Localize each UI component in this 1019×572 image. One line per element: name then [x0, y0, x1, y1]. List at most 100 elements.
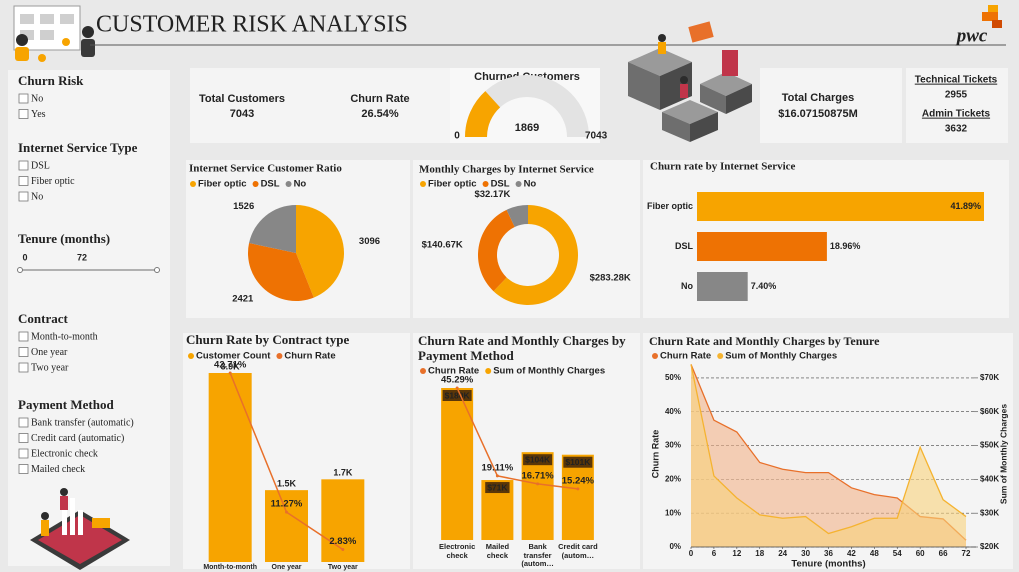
checkbox[interactable]	[18, 464, 29, 474]
bar-value-label: 1.5K	[277, 479, 297, 489]
gauge-track	[465, 75, 589, 137]
kpi-label: Churn Rate	[350, 93, 409, 105]
value-label-bg	[563, 456, 593, 468]
x-tick-label: 12	[732, 549, 741, 558]
figure-body	[41, 520, 49, 536]
x-tick-label-box: Bank transfer (autom…	[521, 543, 554, 568]
logo-block	[992, 20, 1002, 28]
bar-value-label: 18.96%	[830, 241, 861, 251]
y-tick-label: DSL	[675, 241, 694, 251]
bar-icon	[70, 498, 75, 535]
kpi-value: $16.07150875M	[778, 108, 858, 120]
slice-label: $32.17K	[474, 189, 510, 200]
pie-slice	[296, 205, 345, 298]
slider-handle[interactable]	[154, 267, 160, 273]
filter-option: Month-to-month	[31, 331, 98, 342]
y2-tick-label: $30K	[980, 508, 999, 517]
x-tick-label: 60	[916, 549, 925, 558]
donut-slice	[506, 205, 528, 227]
legend-label: DSL	[491, 179, 510, 190]
legend-marker	[485, 368, 492, 374]
donut-slice	[493, 205, 578, 305]
checkbox[interactable]	[18, 347, 29, 357]
kpi-panel	[190, 68, 450, 143]
x-tick-label: Bank transfer (autom…	[521, 543, 554, 568]
x-tick-label: Month-to-month	[203, 564, 257, 571]
slider-handle[interactable]	[17, 267, 23, 273]
checkbox[interactable]	[18, 362, 29, 373]
bar-value-label: $180K	[445, 390, 471, 400]
checkbox[interactable]	[18, 109, 29, 119]
bar-value-label: $101K	[565, 457, 591, 467]
line-point	[495, 474, 499, 478]
figure-head	[41, 512, 49, 520]
legend-marker	[717, 353, 724, 359]
area-fill	[691, 364, 966, 547]
kpi-value: 26.54%	[361, 108, 399, 120]
legend-label: No	[294, 179, 307, 190]
legend-label: Sum of Monthly Charges	[725, 351, 837, 362]
figure-head	[60, 488, 68, 496]
chart-title: Internet Service Customer Ratio	[189, 163, 342, 175]
legend-label: Churn Rate	[284, 351, 335, 362]
range-max: 72	[77, 252, 87, 262]
board-cell	[40, 14, 54, 24]
x-tick-label: One year	[272, 564, 302, 571]
y-tick-label: 40%	[665, 407, 681, 416]
checkbox[interactable]	[18, 176, 29, 186]
cube-side	[628, 62, 660, 110]
checkbox[interactable]	[18, 448, 29, 459]
checkbox[interactable]	[18, 93, 29, 104]
y-tick-label: Fiber optic	[647, 201, 693, 211]
tablet-screen	[38, 515, 122, 564]
kpi-label: Admin Tickets	[922, 109, 991, 120]
bar	[441, 388, 474, 540]
charges-panel	[760, 68, 902, 143]
bar	[265, 490, 308, 562]
line-value-label: 45.29%	[441, 375, 474, 386]
figure-head	[680, 76, 688, 84]
bar	[208, 373, 252, 562]
line-point	[228, 371, 232, 375]
bar-value-label: 41.89%	[950, 201, 981, 211]
legend-label: DSL	[261, 179, 280, 190]
y2-tick-label: $20K	[980, 542, 999, 551]
kpi-label: Technical Tickets	[915, 75, 998, 86]
bar-value-label: 7.40%	[751, 281, 777, 291]
logo-block	[988, 5, 998, 13]
line	[690, 364, 967, 535]
filter-title: Tenure (months)	[18, 231, 110, 246]
legend-label: Fiber optic	[198, 179, 247, 190]
checkbox[interactable]	[18, 191, 29, 202]
line-point	[576, 487, 580, 491]
card	[688, 21, 714, 43]
y2-tick-label: $70K	[980, 373, 999, 382]
gauge-value	[465, 91, 501, 137]
checkbox[interactable]	[18, 160, 29, 171]
person-head	[82, 26, 94, 38]
x-tick-label: 54	[893, 549, 902, 558]
x-tick-label: 36	[824, 549, 833, 558]
kpi-label: Total Charges	[782, 92, 855, 104]
bar	[697, 232, 827, 261]
filter-option: Mailed check	[31, 464, 85, 475]
filter-option: DSL	[31, 160, 50, 171]
box-icon	[92, 518, 110, 528]
check-dot	[62, 38, 70, 46]
y-tick-label: No	[681, 281, 693, 291]
bar-icon	[62, 505, 67, 535]
figure-head	[658, 34, 666, 42]
checkbox[interactable]	[18, 417, 29, 428]
bar-value-label: $71K	[487, 482, 508, 492]
x-tick-label: 72	[962, 549, 971, 558]
y-tick-label: 10%	[665, 508, 681, 517]
bar-value-label: 1.7K	[333, 468, 353, 478]
range-min: 0	[22, 252, 27, 262]
legend-label: Churn Rate	[660, 351, 711, 362]
checkbox[interactable]	[18, 433, 29, 443]
x-tick-label: 24	[778, 549, 787, 558]
checkbox[interactable]	[18, 331, 29, 342]
x-tick-label: 0	[689, 549, 694, 558]
legend-label: No	[524, 179, 537, 190]
